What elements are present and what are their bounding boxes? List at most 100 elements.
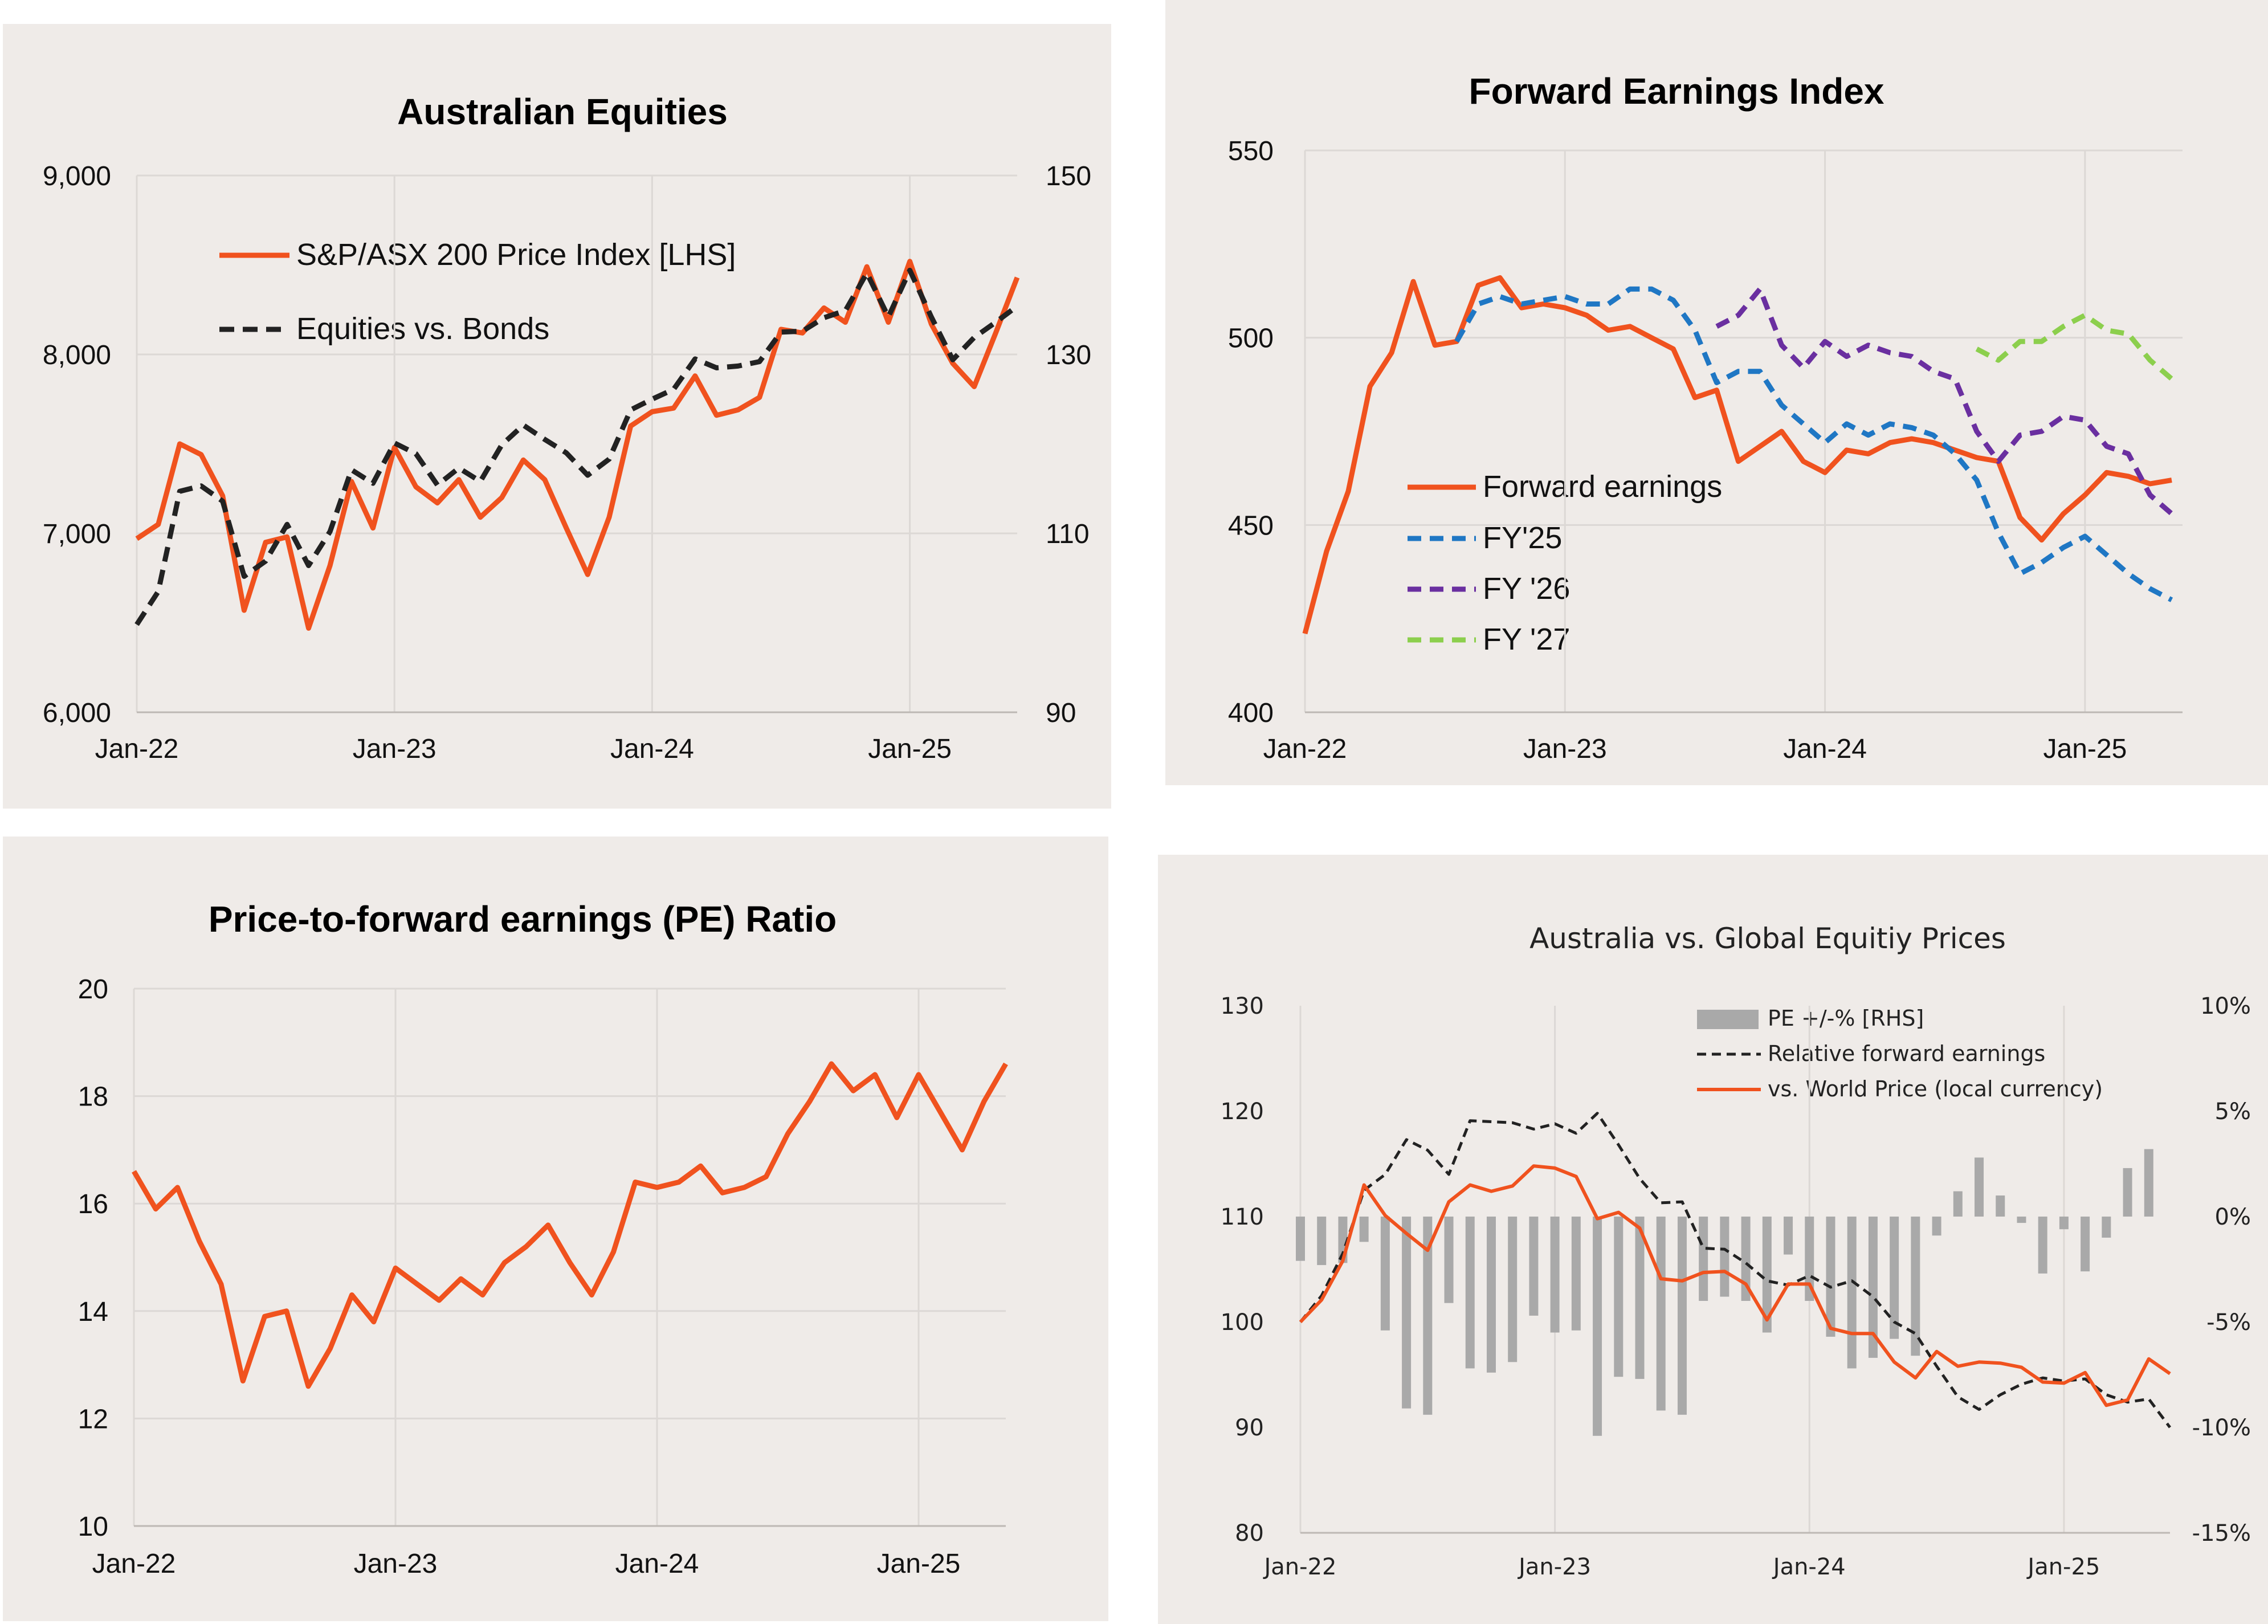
bar-pe-diff [1508,1217,1518,1362]
y-left-tick-label: 110 [1221,1204,1264,1230]
bar-pe-diff [1444,1217,1454,1303]
bar-pe-diff [2017,1217,2026,1223]
x-tick-label: Jan-23 [354,1549,438,1579]
series-line-vs-world-price-local-currency [1299,1164,2171,1407]
y-tick-label: 18 [78,1082,108,1112]
y-tick-label: 14 [78,1297,108,1327]
series-line-relative-forward-earnings [1299,1112,2172,1429]
y-left-tick-label: 80 [1235,1520,1264,1547]
bar-pe-diff [1890,1217,1899,1339]
bar-pe-diff [1550,1217,1560,1333]
chart-title: Forward Earnings Index [1469,71,1884,112]
x-tick-label: Jan-24 [1783,734,1867,764]
y-left-tick-label: 90 [1235,1415,1264,1441]
bar-pe-diff [1720,1217,1729,1297]
legend-label-pe-diff: PE +/-% [RHS] [1768,1006,1924,1031]
y-right-tick-label: -15% [2192,1520,2251,1547]
x-tick-label: Jan-22 [92,1549,176,1579]
y-right-tick-label: 150 [1046,161,1091,191]
bar-pe-diff [1571,1217,1581,1331]
legend-label-fy25: FY'25 [1483,521,1562,555]
legend-label-equities-vs-bonds: Equities vs. Bonds [296,312,549,346]
bar-pe-diff [1593,1217,1602,1436]
bar-pe-diff [2059,1217,2069,1230]
y-tick-label: 16 [78,1189,108,1219]
panel-pe-ratio [3,837,1108,1621]
y-right-tick-label: 10% [2200,993,2251,1019]
y-left-tick-label: 8,000 [43,340,111,370]
bar-pe-diff [1380,1217,1390,1331]
bar-pe-diff [2102,1217,2111,1238]
legend-label-forward-earnings: Forward earnings [1483,470,1722,504]
y-tick-label: 12 [78,1404,108,1434]
bar-pe-diff [1911,1217,1920,1356]
bar-pe-diff [1805,1217,1814,1301]
bar-pe-diff [1402,1217,1412,1409]
bar-pe-diff [1699,1217,1708,1301]
bar-pe-diff [1826,1217,1835,1337]
bar-pe-diff [1975,1157,1984,1217]
bar-pe-diff [1359,1217,1369,1242]
series-line-s-p-asx-200-price-index-lhs [135,259,1020,631]
chart-title: Australian Equities [397,91,728,132]
y-right-tick-label: -5% [2206,1309,2251,1336]
y-tick-label: 10 [78,1512,108,1542]
bar-pe-diff [1677,1217,1687,1415]
bar-pe-diff [1932,1217,1941,1236]
bar-pe-diff [1486,1217,1496,1373]
chart-title: Price-to-forward earnings (PE) Ratio [209,899,837,940]
y-left-tick-label: 6,000 [43,698,111,728]
bar-pe-diff [1868,1217,1878,1358]
bar-pe-diff [1635,1217,1645,1379]
x-tick-label: Jan-25 [877,1549,961,1579]
y-tick-label: 20 [78,974,108,1005]
y-left-tick-label: 130 [1221,993,1264,1019]
series-line-fy-27 [1975,312,2173,381]
legend-swatch-pe-diff [1697,1010,1759,1029]
y-left-tick-label: 100 [1221,1309,1264,1336]
chart-title: Australia vs. Global Equitiy Prices [1529,922,2006,955]
bar-pe-diff [1317,1217,1327,1266]
bar-pe-diff [2081,1217,2090,1272]
y-right-tick-label: 5% [2215,1099,2251,1125]
y-tick-label: 500 [1228,324,1274,354]
bar-pe-diff [1423,1217,1433,1415]
x-tick-label: Jan-22 [1263,734,1347,764]
bar-pe-diff [1996,1195,2005,1217]
legend-label-relative-forward-earnings: Relative forward earnings [1768,1041,2045,1066]
bar-pe-diff [1656,1217,1666,1411]
bar-pe-diff [1762,1217,1772,1333]
legend-label-fy26: FY '26 [1483,572,1570,606]
y-tick-label: 400 [1228,698,1274,728]
bar-pe-diff [1614,1217,1624,1377]
x-tick-label: Jan-23 [353,734,437,764]
x-tick-label: Jan-24 [1772,1554,1846,1580]
y-left-tick-label: 7,000 [43,519,111,549]
y-left-tick-label: 9,000 [43,161,111,191]
legend-label-vs-world-price: vs. World Price (local currency) [1768,1076,2103,1101]
bar-pe-diff [1529,1217,1539,1316]
x-tick-label: Jan-22 [1263,1554,1337,1580]
y-left-tick-label: 120 [1221,1099,1264,1125]
x-tick-label: Jan-23 [1523,734,1607,764]
y-right-tick-label: 130 [1046,340,1091,370]
x-tick-label: Jan-24 [615,1549,699,1579]
legend-label-fy27: FY '27 [1483,622,1570,656]
bar-pe-diff [1465,1217,1475,1369]
bar-pe-diff [1784,1217,1793,1255]
panel-australian-equities [3,24,1111,809]
bar-pe-diff [1847,1217,1857,1369]
y-tick-label: 550 [1228,136,1274,166]
series-line-forward-earnings [1302,275,2172,635]
bar-pe-diff [2123,1168,2132,1217]
x-tick-label: Jan-23 [1517,1554,1591,1580]
x-tick-label: Jan-25 [868,734,952,764]
bar-pe-diff [2038,1217,2047,1274]
y-right-tick-label: 110 [1046,519,1090,549]
y-right-tick-label: -10% [2192,1415,2251,1441]
series-line-pe-ratio [132,1061,1008,1389]
